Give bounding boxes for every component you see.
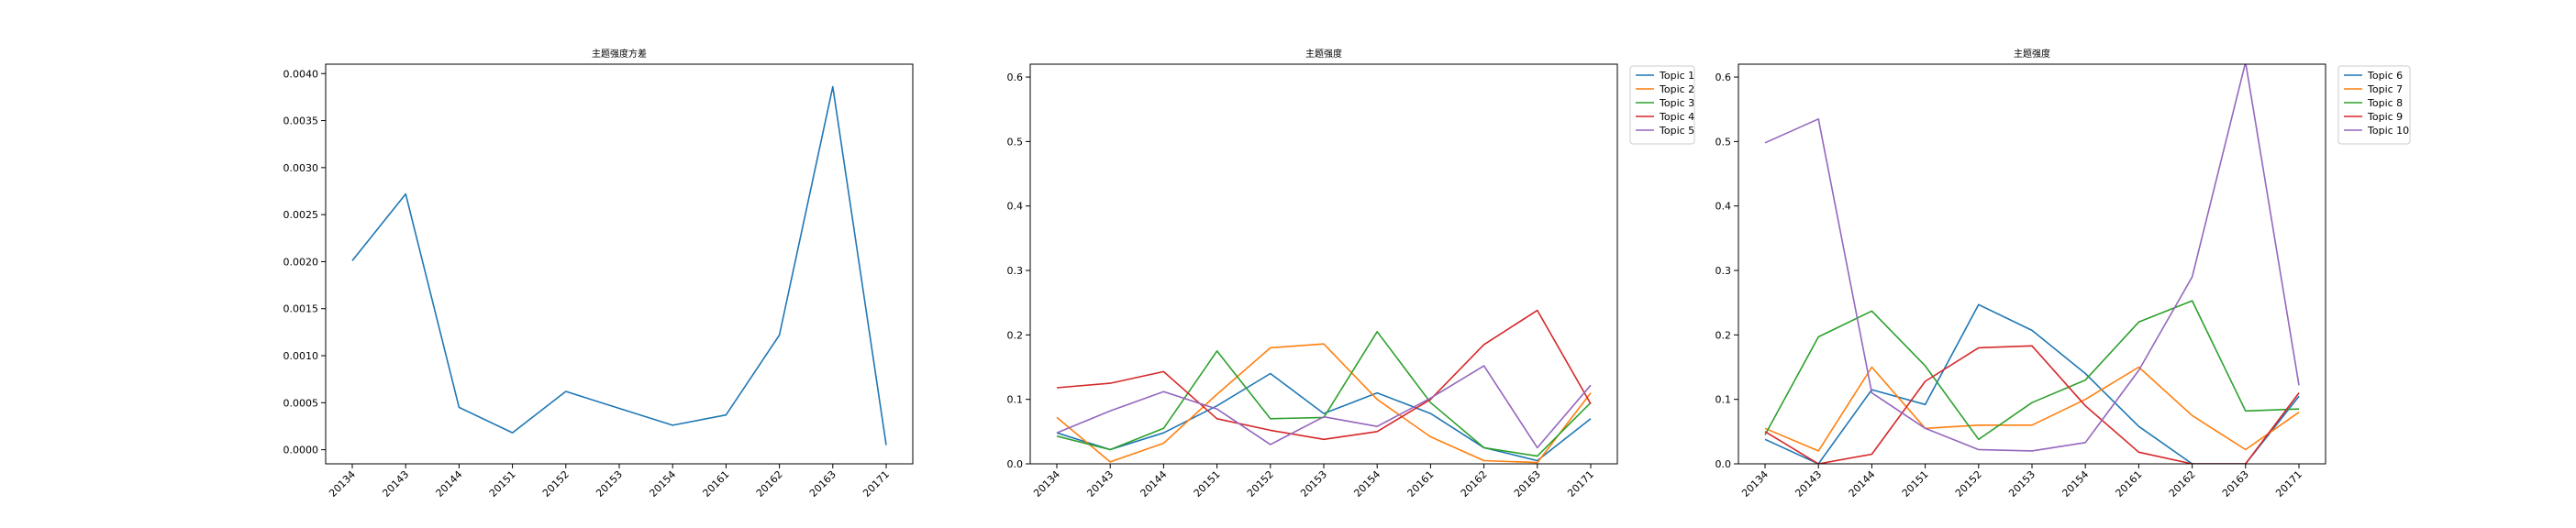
x-tick-label: 20171 (1565, 468, 1596, 500)
y-tick-label: 0.0030 (283, 162, 319, 174)
x-tick-label: 20153 (2006, 468, 2037, 500)
series-line-topic-1 (1056, 372, 1592, 462)
y-tick-label: 0.4 (1007, 201, 1024, 213)
x-tick-label: 20161 (701, 468, 732, 500)
y-tick-label: 0.2 (1715, 329, 1732, 341)
x-tick-label: 20154 (2060, 468, 2091, 500)
y-tick-label: 0.0000 (283, 445, 319, 456)
y-tick-label: 0.4 (1715, 201, 1732, 213)
legend-label: Topic 5 (1659, 125, 1694, 137)
series-line-topic-4 (1056, 309, 1592, 441)
legend-label: Topic 6 (2367, 70, 2403, 82)
chart-2: 主题强度 0.0 0.1 0.2 0.3 0.4 0.5 0.6 20134 20143 20144… (1007, 48, 1695, 500)
x-tick-label: 20144 (1138, 468, 1170, 500)
x-tick-label: 20152 (1953, 468, 1984, 500)
y-tick-label: 0.1 (1007, 394, 1024, 406)
axes-frame (1029, 63, 1618, 465)
x-tick-label: 20151 (487, 468, 518, 500)
legend-label: Topic 3 (1659, 97, 1694, 109)
x-tick-label: 20134 (327, 468, 358, 500)
y-tick-label: 0.0035 (283, 116, 319, 127)
y-tick-label: 0.0040 (283, 68, 319, 80)
series-line-topic-8 (1764, 300, 2300, 441)
y-tick-label: 0.6 (1715, 72, 1732, 83)
series-line-1 (351, 85, 887, 446)
x-tick-label: 20163 (2220, 468, 2251, 500)
x-tick-label: 20171 (861, 468, 892, 500)
series-line-topic-6 (1764, 303, 2300, 464)
y-tick-label: 0.0 (1007, 458, 1024, 470)
x-tick-label: 20152 (1245, 468, 1276, 500)
x-tick-label: 20151 (1192, 468, 1223, 500)
x-tick-label: 20143 (1084, 468, 1116, 500)
y-tick-label: 0.0025 (283, 209, 319, 221)
legend-box (1629, 65, 1695, 145)
x-tick-label: 20143 (1793, 468, 1824, 500)
legend-label: Topic 2 (1659, 83, 1694, 95)
x-tick-label: 20153 (1298, 468, 1329, 500)
x-tick-label: 20162 (2167, 468, 2198, 500)
legend-label: Topic 8 (2367, 97, 2403, 109)
x-tick-label: 20134 (1031, 468, 1062, 500)
y-tick-label: 0.5 (1007, 136, 1024, 148)
x-tick-label: 20171 (2273, 468, 2304, 500)
series-line-topic-5 (1056, 365, 1592, 449)
axes-frame (1738, 63, 2326, 465)
x-tick-label: 20154 (647, 468, 678, 500)
y-tick-label: 0.0 (1715, 458, 1732, 470)
x-tick-label: 20161 (1405, 468, 1437, 500)
legend-box (2337, 65, 2411, 145)
y-tick-label: 0.0005 (283, 397, 319, 409)
x-tick-label: 20162 (1459, 468, 1490, 500)
x-tick-label: 20134 (1739, 468, 1771, 500)
chart-1: 主题强度方差 0.0000 0.0005 0.0010 0.0015 0.0020 0.00… (283, 48, 914, 500)
chart-title: 主题强度 (2014, 48, 2050, 60)
x-tick-label: 20143 (380, 468, 411, 500)
series-line-topic-3 (1056, 330, 1592, 457)
series-line-topic-2 (1056, 343, 1592, 464)
legend-label: Topic 10 (2367, 125, 2409, 137)
x-tick-label: 20162 (754, 468, 785, 500)
y-tick-label: 0.3 (1715, 265, 1732, 277)
y-tick-label: 0.6 (1007, 72, 1024, 83)
x-tick-label: 20152 (540, 468, 572, 500)
chart-3: 主题强度 0.0 0.1 0.2 0.3 0.4 0.5 0.6 20134 20143 20144… (1715, 48, 2411, 500)
x-tick-label: 20153 (594, 468, 625, 500)
series-line-topic-10 (1764, 64, 2300, 452)
x-tick-label: 20163 (807, 468, 838, 500)
legend-label: Topic 1 (1659, 70, 1694, 82)
legend-label: Topic 4 (1659, 111, 1694, 123)
series-line-topic-7 (1764, 366, 2300, 452)
y-tick-label: 0.3 (1007, 265, 1024, 277)
y-tick-label: 0.0020 (283, 256, 319, 268)
legend-label: Topic 9 (2367, 111, 2403, 123)
y-tick-label: 0.2 (1007, 329, 1024, 341)
y-tick-label: 0.1 (1715, 394, 1732, 406)
legend-label: Topic 7 (2367, 83, 2403, 95)
x-tick-label: 20151 (1900, 468, 1931, 500)
chart-title: 主题强度 (1305, 48, 1342, 60)
x-tick-label: 20161 (2114, 468, 2145, 500)
x-tick-label: 20163 (1512, 468, 1543, 500)
chart-title: 主题强度方差 (592, 48, 647, 60)
y-tick-label: 0.0015 (283, 303, 319, 315)
x-tick-label: 20144 (1847, 468, 1878, 500)
series-line-topic-9 (1764, 345, 2300, 464)
y-tick-label: 0.0010 (283, 350, 319, 362)
x-tick-label: 20154 (1351, 468, 1382, 500)
x-tick-label: 20144 (434, 468, 465, 500)
y-tick-label: 0.5 (1715, 136, 1732, 148)
